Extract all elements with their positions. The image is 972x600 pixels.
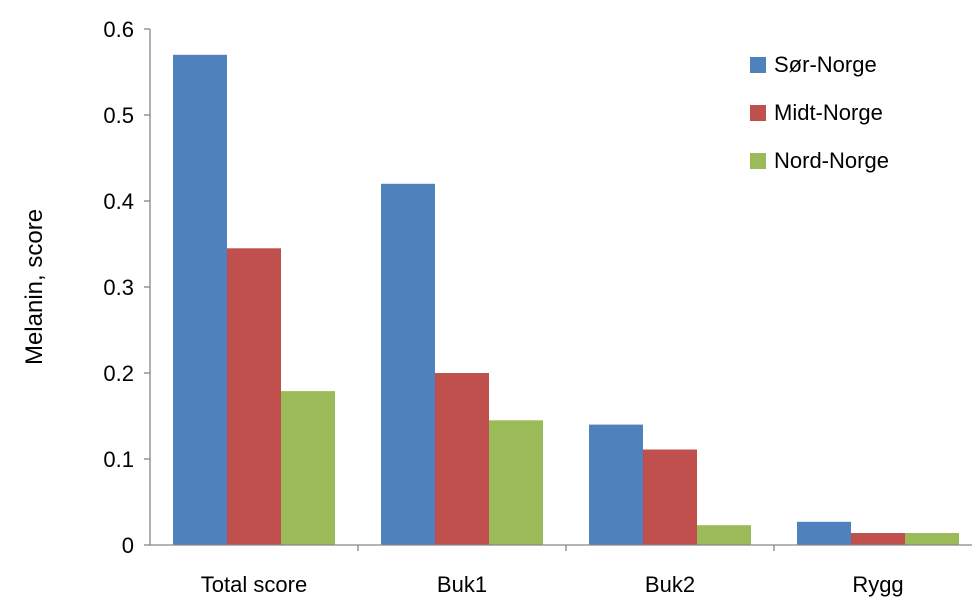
y-tick-label: 0.2 (103, 361, 134, 386)
y-ticks-group: 0 0.1 0.2 0.3 0.4 0.5 0.6 (103, 17, 150, 558)
bar-Nord-Norge-Buk1 (489, 420, 543, 545)
bar-Sør-Norge-Total score (173, 54, 227, 546)
y-tick-label: 0.6 (103, 17, 134, 42)
bar-Midt-Norge-Rygg (851, 533, 905, 545)
y-tick-label: 0.5 (103, 103, 134, 128)
y-tick-label: 0.4 (103, 189, 134, 214)
y-tick-label: 0.1 (103, 447, 134, 472)
legend-label: Midt-Norge (774, 100, 883, 125)
x-tick-label: Total score (201, 572, 307, 597)
x-tick-label: Buk1 (437, 572, 487, 597)
y-tick-label: 0 (122, 533, 134, 558)
bars-group (173, 54, 959, 546)
bar-Midt-Norge-Buk2 (643, 449, 697, 545)
x-ticks-group: Total score Buk1 Buk2 Rygg (201, 545, 904, 597)
x-tick-label: Rygg (852, 572, 903, 597)
legend-swatch (750, 105, 766, 121)
x-tick-label: Buk2 (645, 572, 695, 597)
bar-Nord-Norge-Buk2 (697, 525, 751, 545)
legend: Sør-Norge Midt-Norge Nord-Norge (750, 52, 889, 173)
bar-Nord-Norge-Total score (281, 391, 335, 545)
legend-label: Nord-Norge (774, 148, 889, 173)
bar-Nord-Norge-Rygg (905, 533, 959, 545)
legend-label: Sør-Norge (774, 52, 877, 77)
y-tick-label: 0.3 (103, 275, 134, 300)
bar-Sør-Norge-Rygg (797, 521, 851, 545)
bar-Midt-Norge-Total score (227, 248, 281, 546)
y-axis-title: Melanin, score (21, 209, 48, 365)
legend-swatch (750, 153, 766, 169)
bar-Sør-Norge-Buk2 (589, 424, 643, 545)
bar-Midt-Norge-Buk1 (435, 373, 489, 545)
legend-swatch (750, 57, 766, 73)
bar-Sør-Norge-Buk1 (381, 183, 435, 546)
